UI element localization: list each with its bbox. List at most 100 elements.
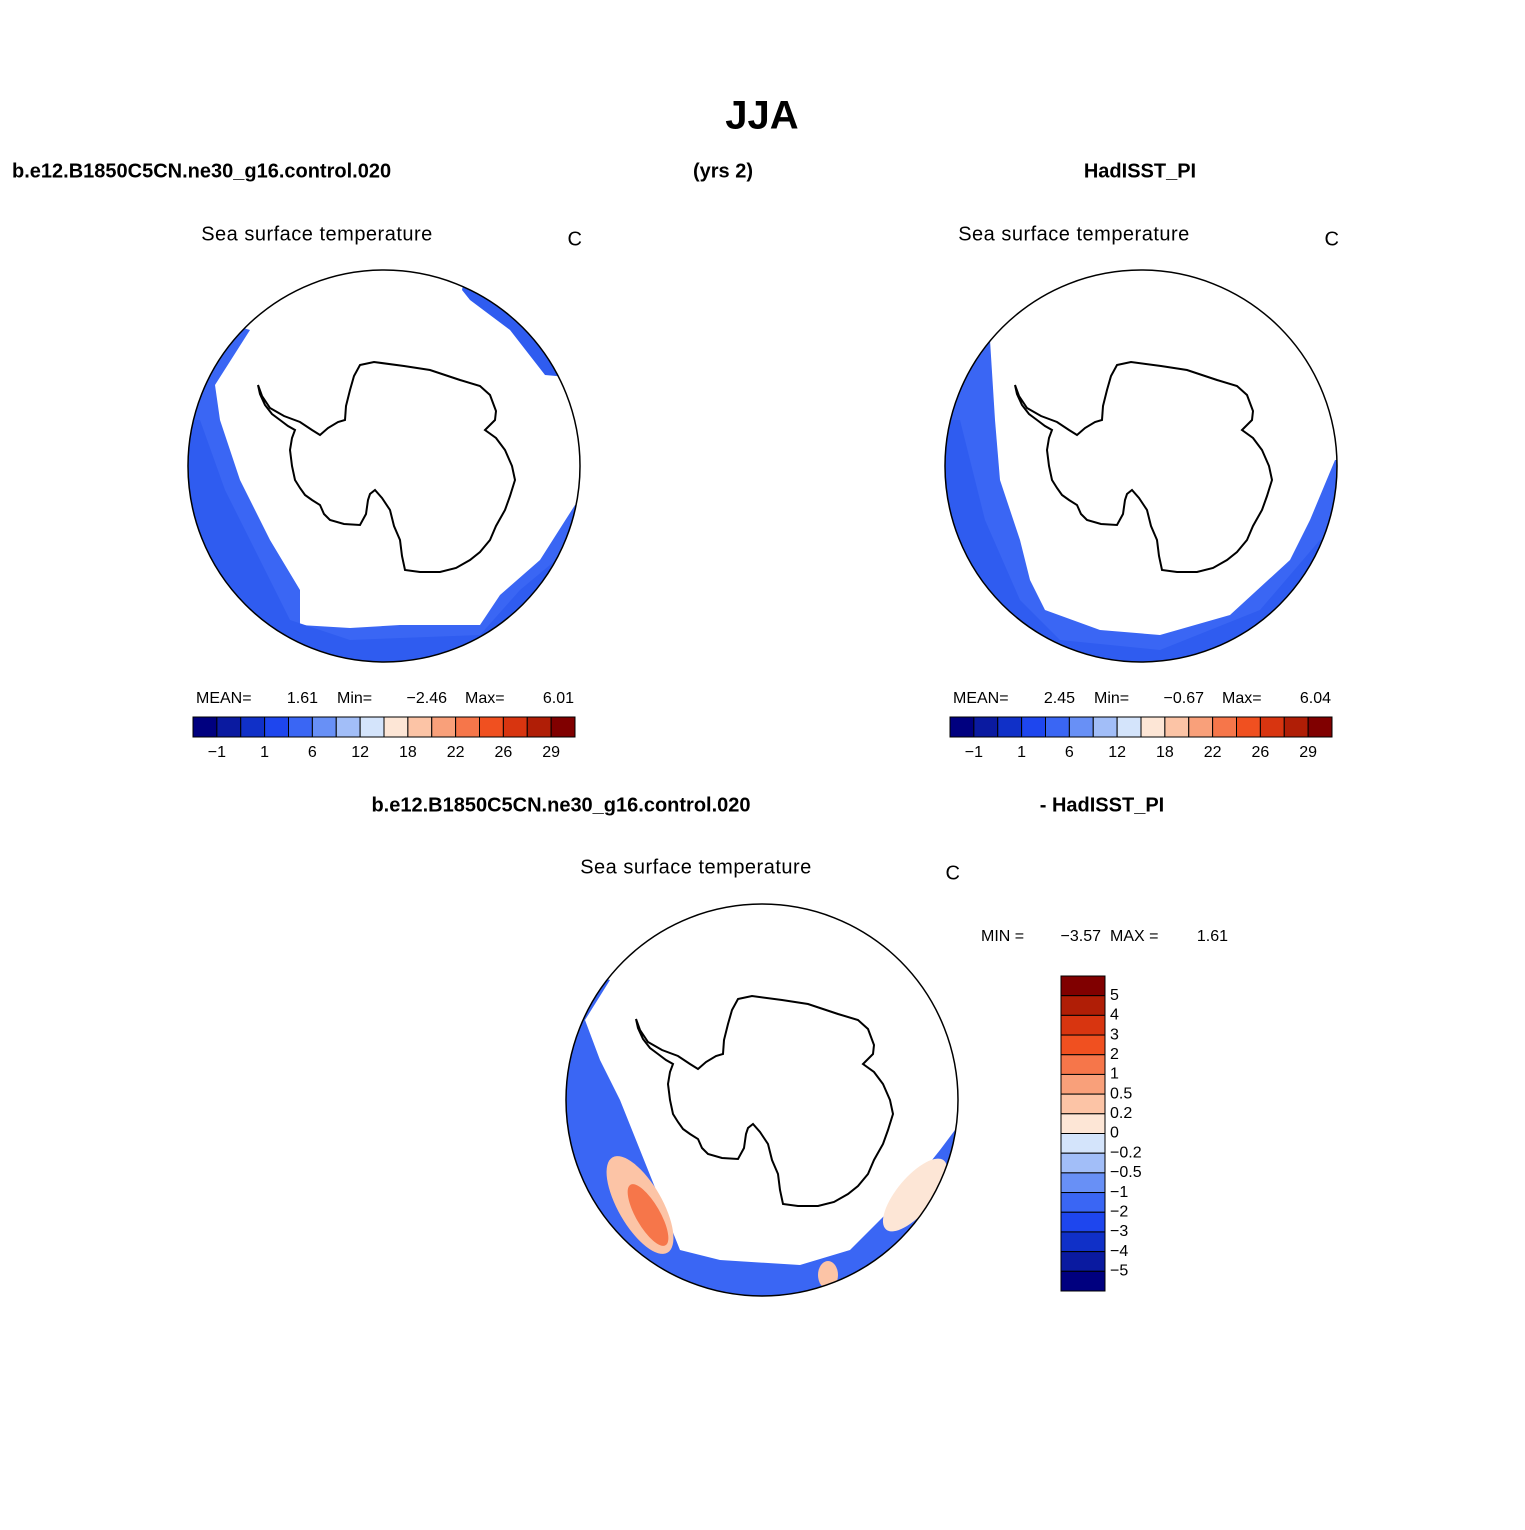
- colorbar-swatch: [359, 716, 385, 738]
- colorbar-swatch: [431, 716, 457, 738]
- colorbar-label: 1: [260, 744, 269, 761]
- panel-subtitle: Sea surface temperature: [580, 856, 812, 878]
- stat-text: Min=: [337, 690, 372, 707]
- colorbar-swatch: [1188, 716, 1214, 738]
- colorbar-swatch: [1021, 716, 1046, 738]
- stat-text: 2.45: [1044, 690, 1075, 707]
- stat-text: 6.01: [543, 690, 574, 707]
- stat-text: −2.46: [407, 690, 448, 707]
- colorbar-label: 1: [1017, 744, 1026, 761]
- colorbar-swatch: [1060, 1133, 1106, 1154]
- colorbar-swatch: [973, 716, 999, 738]
- colorbar-swatch: [1116, 716, 1142, 738]
- colorbar-label: −5: [1110, 1263, 1128, 1280]
- colorbar-swatch: [216, 716, 242, 738]
- colorbar-swatch: [240, 716, 266, 738]
- colorbar-swatch: [1060, 1073, 1106, 1095]
- colorbar-label: 22: [1204, 744, 1222, 761]
- colorbar-label: 2: [1110, 1046, 1119, 1063]
- colorbar-swatch: [1068, 716, 1094, 738]
- colorbar-label: 6: [308, 744, 317, 761]
- colorbar-swatch: [997, 716, 1023, 738]
- colorbar-swatch: [1060, 1054, 1106, 1075]
- colorbar-swatch: [949, 716, 975, 738]
- colorbar-swatch: [264, 716, 289, 738]
- header-center: (yrs 2): [693, 160, 753, 182]
- stat-text: 6.04: [1300, 690, 1331, 707]
- colorbar-label: 12: [351, 744, 369, 761]
- colorbar-label: 0: [1110, 1125, 1119, 1142]
- colorbar-label: 29: [1299, 744, 1317, 761]
- units: C: [1325, 228, 1340, 250]
- colorbar-label: 26: [494, 744, 512, 761]
- header-right: HadISST_PI: [1084, 160, 1196, 182]
- colorbar-swatch: [550, 716, 576, 738]
- colorbar-label: 29: [542, 744, 560, 761]
- stat-text: MIN =: [981, 928, 1024, 945]
- colorbar-swatch: [288, 716, 313, 738]
- stat-text: MAX =: [1110, 928, 1158, 945]
- stat-text: −0.67: [1164, 690, 1205, 707]
- colorbar-label: 18: [399, 744, 417, 761]
- stat-text: 1.61: [1197, 928, 1228, 945]
- figure-title: JJA: [725, 94, 798, 138]
- colorbar-swatch: [1060, 1211, 1106, 1233]
- colorbar-swatch: [407, 716, 433, 738]
- header-left: b.e12.B1850C5CN.ne30_g16.control.020: [12, 160, 391, 182]
- colorbar-swatch: [1060, 1014, 1106, 1036]
- colorbar-swatch: [479, 716, 504, 738]
- colorbar-swatch: [502, 716, 528, 738]
- colorbar-swatch: [1236, 716, 1261, 738]
- panel-subtitle: Sea surface temperature: [958, 223, 1190, 245]
- colorbar-swatch: [1060, 1172, 1106, 1194]
- stat-text: 1.61: [287, 690, 318, 707]
- colorbar-swatch: [1060, 975, 1106, 997]
- map-difference: [566, 960, 958, 1296]
- colorbar-swatch: [1283, 716, 1309, 738]
- panel-subtitle: Sea surface temperature: [201, 223, 433, 245]
- colorbar-label: 1: [1110, 1066, 1119, 1083]
- stat-text: Max=: [465, 690, 505, 707]
- colorbar-swatch: [1212, 716, 1237, 738]
- diff-header-left: b.e12.B1850C5CN.ne30_g16.control.020: [371, 794, 750, 816]
- colorbar-label: 22: [447, 744, 465, 761]
- colorbar-swatch: [1060, 1192, 1106, 1213]
- colorbar-label: 3: [1110, 1026, 1119, 1043]
- diff-header-right: - HadISST_PI: [1040, 794, 1164, 816]
- map-panel-1: [188, 270, 580, 662]
- colorbar-label: 12: [1108, 744, 1126, 761]
- colorbar-swatch: [1060, 1152, 1106, 1174]
- colorbar-swatch: [1140, 716, 1166, 738]
- colorbar-swatch: [1164, 716, 1190, 738]
- colorbar-swatch: [455, 716, 480, 738]
- colorbar-swatch: [1060, 1034, 1106, 1056]
- colorbar-swatch: [1060, 1113, 1106, 1134]
- colorbar-swatch: [335, 716, 361, 738]
- colorbar-label: −1: [965, 744, 983, 761]
- colorbar-label: 5: [1110, 987, 1119, 1004]
- colorbar-label: 6: [1065, 744, 1074, 761]
- colorbar-swatch: [1092, 716, 1118, 738]
- colorbar-swatch: [526, 716, 552, 738]
- colorbar-label: 0.2: [1110, 1105, 1132, 1122]
- map-panel-2: [945, 330, 1337, 662]
- colorbar-swatch: [1045, 716, 1070, 738]
- colorbar-swatch: [1060, 1231, 1106, 1253]
- colorbar-label: −1: [1110, 1184, 1128, 1201]
- colorbar-swatch: [1060, 995, 1106, 1016]
- colorbar-swatch: [1060, 1093, 1106, 1115]
- colorbar-swatch: [383, 716, 409, 738]
- colorbar-label: −4: [1110, 1243, 1128, 1260]
- colorbar-swatch: [1060, 1251, 1106, 1272]
- colorbar-label: −3: [1110, 1223, 1128, 1240]
- stat-text: Max=: [1222, 690, 1262, 707]
- units: C: [946, 862, 961, 884]
- stat-text: MEAN=: [953, 690, 1009, 707]
- units: C: [568, 228, 583, 250]
- colorbar-swatch: [1259, 716, 1285, 738]
- colorbar-swatch: [192, 716, 218, 738]
- colorbar-swatch: [311, 716, 337, 738]
- stat-text: Min=: [1094, 690, 1129, 707]
- colorbar-label: 0.5: [1110, 1085, 1132, 1102]
